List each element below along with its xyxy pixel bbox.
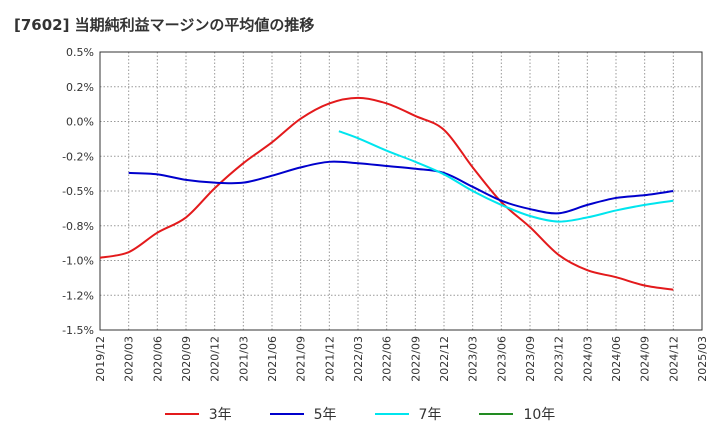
y-tick-label: -0.5%: [62, 185, 94, 198]
legend-label: 10年: [523, 407, 556, 423]
x-tick-label: 2021/03: [237, 336, 250, 382]
series-line-7年: [338, 130, 674, 223]
x-tick-label: 2020/09: [180, 336, 193, 382]
legend-item: 3年: [164, 404, 232, 424]
y-tick-label: -0.2%: [62, 150, 94, 163]
x-tick-label: 2023/09: [524, 336, 537, 382]
y-tick-label: -1.0%: [62, 255, 94, 268]
legend-label: 7年: [418, 407, 442, 423]
x-tick-label: 2023/03: [467, 336, 480, 382]
x-tick-label: 2022/09: [409, 336, 422, 382]
x-tick-label: 2023/06: [495, 336, 508, 382]
x-tick-label: 2020/12: [209, 336, 222, 382]
chart-legend: 3年 5年 7年 10年: [0, 404, 720, 424]
x-tick-label: 2024/09: [639, 336, 652, 382]
legend-label: 3年: [208, 407, 232, 423]
series-line-5年: [128, 160, 674, 215]
x-tick-label: 2021/06: [266, 336, 279, 382]
x-tick-label: 2021/09: [295, 336, 308, 382]
x-tick-label: 2022/06: [381, 336, 394, 382]
x-tick-label: 2019/12: [94, 336, 107, 382]
legend-swatch: [479, 413, 514, 415]
x-tick-label: 2025/03: [696, 336, 709, 382]
x-tick-label: 2022/12: [438, 336, 451, 382]
legend-item: 5年: [269, 404, 337, 424]
x-tick-label: 2022/03: [352, 336, 365, 382]
x-tick-label: 2024/12: [667, 336, 680, 382]
legend-swatch: [164, 413, 199, 415]
y-tick-label: -1.2%: [62, 289, 94, 302]
x-tick-label: 2024/06: [610, 336, 623, 382]
series-line-3年: [99, 96, 674, 291]
x-tick-label: 2021/12: [323, 336, 336, 382]
chart-title: [7602] 当期純利益マージンの平均値の推移: [14, 16, 315, 34]
x-tick-label: 2020/06: [151, 336, 164, 382]
legend-item: 10年: [479, 404, 555, 424]
x-tick-label: 2024/03: [581, 336, 594, 382]
y-tick-label: -1.5%: [62, 324, 94, 337]
legend-swatch: [374, 413, 409, 415]
x-tick-label: 2020/03: [123, 336, 136, 382]
y-tick-label: 0.0%: [66, 116, 94, 129]
y-tick-label: 0.2%: [66, 81, 94, 94]
legend-item: 7年: [374, 404, 442, 424]
plot-frame: [99, 51, 703, 331]
legend-label: 5年: [313, 407, 337, 423]
y-tick-label: 0.5%: [66, 46, 94, 59]
x-tick-label: 2023/12: [553, 336, 566, 382]
y-tick-label: -0.8%: [62, 220, 94, 233]
legend-swatch: [269, 413, 304, 415]
